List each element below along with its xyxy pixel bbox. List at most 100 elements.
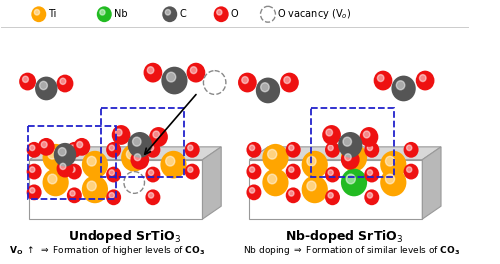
Circle shape — [126, 149, 136, 159]
Circle shape — [166, 156, 175, 166]
Circle shape — [288, 191, 294, 196]
Circle shape — [250, 145, 254, 150]
Circle shape — [97, 6, 112, 22]
Circle shape — [286, 142, 300, 158]
Circle shape — [396, 81, 405, 90]
Circle shape — [325, 142, 340, 158]
Circle shape — [378, 75, 384, 82]
Circle shape — [67, 164, 82, 180]
Circle shape — [404, 164, 418, 180]
Text: C: C — [179, 9, 186, 19]
Circle shape — [148, 192, 154, 198]
Circle shape — [82, 176, 108, 203]
Circle shape — [60, 78, 66, 84]
Polygon shape — [250, 160, 422, 219]
Circle shape — [406, 167, 412, 172]
Circle shape — [130, 150, 149, 169]
Circle shape — [246, 164, 262, 180]
Circle shape — [284, 77, 290, 83]
Circle shape — [109, 192, 114, 198]
Circle shape — [346, 149, 356, 159]
Circle shape — [386, 174, 394, 184]
Circle shape — [286, 187, 300, 203]
Polygon shape — [30, 147, 221, 160]
Circle shape — [82, 151, 108, 178]
Text: O: O — [230, 9, 238, 19]
Circle shape — [32, 6, 46, 22]
Circle shape — [56, 75, 74, 92]
Circle shape — [60, 163, 66, 169]
Circle shape — [380, 151, 406, 178]
Circle shape — [30, 188, 35, 193]
Polygon shape — [202, 147, 221, 219]
Circle shape — [344, 154, 351, 161]
Circle shape — [341, 169, 367, 196]
Circle shape — [325, 167, 340, 182]
Circle shape — [250, 188, 254, 193]
Circle shape — [364, 131, 370, 138]
Circle shape — [146, 142, 160, 158]
Circle shape — [374, 71, 392, 91]
Circle shape — [238, 73, 256, 92]
Circle shape — [268, 149, 277, 159]
Circle shape — [326, 129, 332, 136]
Circle shape — [22, 76, 28, 82]
Circle shape — [26, 164, 42, 180]
Circle shape — [70, 191, 75, 196]
Circle shape — [109, 145, 114, 150]
Circle shape — [364, 142, 380, 158]
Circle shape — [124, 172, 144, 193]
Circle shape — [328, 145, 334, 150]
Circle shape — [260, 6, 276, 22]
Circle shape — [186, 63, 206, 83]
Circle shape — [322, 125, 341, 145]
Circle shape — [144, 63, 163, 83]
Circle shape — [184, 142, 200, 158]
Circle shape — [216, 10, 222, 15]
Text: Nb doping $\Rightarrow$ Formation of similar levels of $\mathbf{CO_3}$: Nb doping $\Rightarrow$ Formation of sim… — [242, 244, 460, 257]
Circle shape — [368, 192, 372, 198]
Circle shape — [87, 181, 96, 191]
Circle shape — [67, 187, 82, 203]
Circle shape — [112, 125, 130, 145]
Circle shape — [325, 189, 340, 205]
Circle shape — [166, 10, 170, 15]
Circle shape — [328, 170, 334, 175]
Circle shape — [214, 6, 228, 22]
Circle shape — [246, 185, 262, 200]
Circle shape — [288, 145, 294, 150]
Circle shape — [56, 160, 74, 177]
Circle shape — [268, 174, 277, 184]
Circle shape — [132, 137, 141, 146]
Circle shape — [109, 170, 114, 175]
Circle shape — [38, 138, 54, 156]
Text: Ti: Ti — [48, 9, 56, 19]
Circle shape — [48, 174, 57, 184]
Polygon shape — [30, 160, 203, 219]
Circle shape — [42, 144, 68, 172]
Circle shape — [121, 144, 148, 172]
Circle shape — [42, 169, 68, 196]
Text: O vacancy (V$_o$): O vacancy (V$_o$) — [278, 7, 351, 21]
Circle shape — [307, 156, 316, 166]
Circle shape — [30, 167, 35, 172]
Circle shape — [380, 169, 406, 196]
Circle shape — [134, 154, 141, 161]
Circle shape — [188, 145, 193, 150]
Circle shape — [87, 156, 96, 166]
Circle shape — [40, 81, 48, 90]
Circle shape — [146, 167, 160, 182]
Circle shape — [404, 142, 418, 158]
Circle shape — [346, 174, 356, 184]
Circle shape — [302, 176, 328, 203]
Circle shape — [54, 143, 76, 167]
Circle shape — [128, 132, 152, 158]
Circle shape — [386, 156, 394, 166]
Circle shape — [360, 127, 378, 147]
Circle shape — [106, 167, 121, 182]
Circle shape — [70, 145, 75, 150]
Circle shape — [262, 144, 288, 172]
Circle shape — [100, 10, 105, 15]
Circle shape — [286, 164, 300, 180]
Circle shape — [368, 145, 372, 150]
